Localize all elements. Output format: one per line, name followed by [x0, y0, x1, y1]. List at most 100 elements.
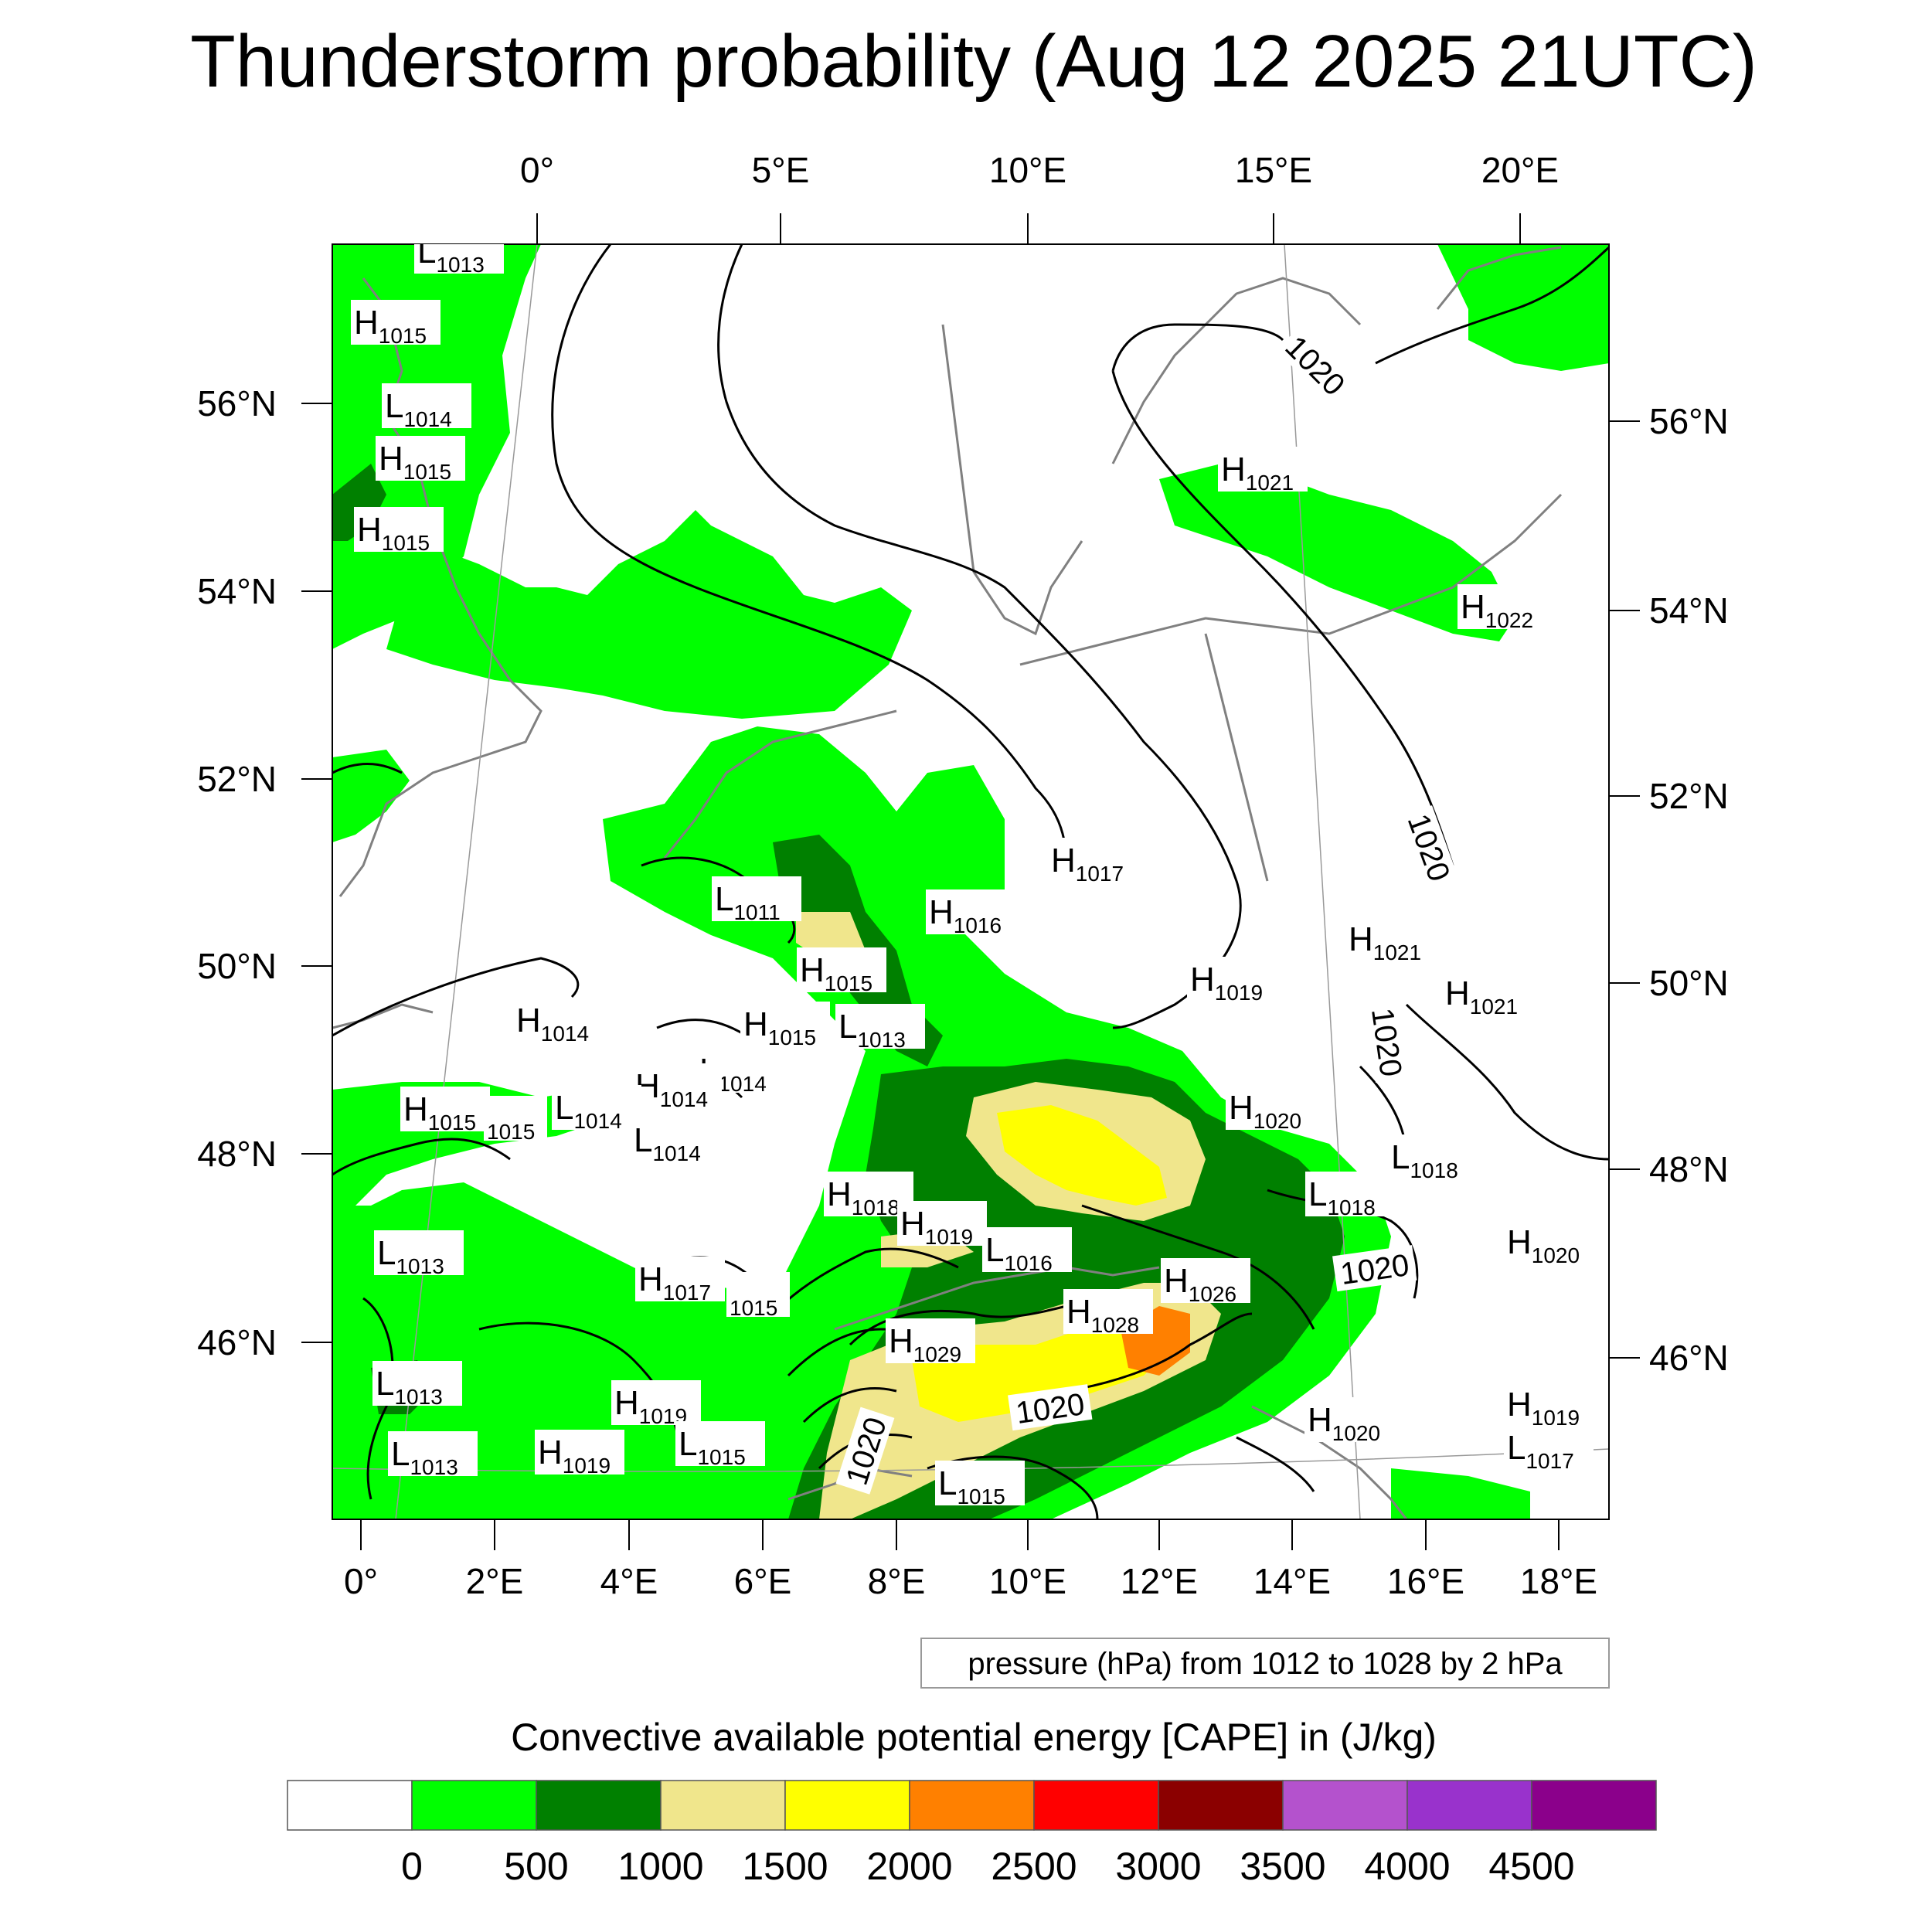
pressure-center-label: H1015: [740, 1002, 830, 1049]
isobar-adriatic: [1236, 1436, 1315, 1492]
coast-finland-gulf: [1436, 246, 1562, 310]
pressure-center-label: H1019: [1187, 957, 1277, 1005]
isobar-east: [1405, 1003, 1609, 1161]
isobar-france-west: [332, 1138, 511, 1176]
svg-text:H1015: H1015: [800, 951, 872, 995]
svg-text:H1015: H1015: [403, 1090, 476, 1134]
pressure-center-label: H1015: [351, 300, 440, 348]
pressure-center-label: H1029: [886, 1318, 975, 1366]
colorbar-label: 3000: [1115, 1845, 1201, 1888]
pressure-center-label: H1020: [1504, 1219, 1594, 1267]
svg-text:L1013: L1013: [377, 1234, 444, 1278]
cape-area-khaki-lux: [796, 912, 866, 958]
cape-area-yellow-north-italy: [912, 1314, 1175, 1422]
isobar-italy-ne: [1066, 1312, 1253, 1393]
pressure-centers: L1013 H1015 L1014 H1015 H1015 H1021 H1022 H1017…: [351, 233, 1594, 1509]
lon-tick-label: 14°E: [1253, 1561, 1331, 1601]
cape-area-northsea-band: [386, 510, 912, 719]
pressure-center-label: L1013: [388, 1431, 478, 1479]
pressure-center-label: L1014: [631, 1117, 720, 1165]
lat-tick-label: 50°N: [1649, 963, 1729, 1003]
pressure-center-label: L1011: [712, 876, 801, 924]
svg-text:L1013: L1013: [391, 1435, 458, 1479]
pressure-center-label: 1015: [726, 1272, 790, 1320]
svg-text:H1022: H1022: [1461, 588, 1533, 632]
lat-tick-label: 46°N: [1649, 1338, 1729, 1378]
colorbar-swatch: [1406, 1780, 1532, 1831]
lon-tick-label: 15°E: [1235, 150, 1312, 190]
svg-text:L1015: L1015: [938, 1464, 1005, 1509]
coast-adriatic: [1251, 1405, 1408, 1519]
isobar-baltic: [1375, 246, 1609, 365]
svg-text:H1020: H1020: [1229, 1089, 1301, 1133]
colorbar-label: 1500: [742, 1845, 828, 1888]
colorbar-title: Convective available potential energy [C…: [511, 1716, 1437, 1759]
isobar-biscay: [362, 1297, 394, 1500]
cape-area-yellow-bavaria: [997, 1105, 1167, 1206]
colorbar-swatch: [660, 1780, 786, 1831]
colorbar-label: 2000: [866, 1845, 952, 1888]
isobar-1020-north: [1111, 323, 1284, 372]
lon-tick-label: 4°E: [600, 1561, 658, 1601]
lat-tick-label: 50°N: [197, 946, 277, 986]
lon-tick-label: 0°: [344, 1561, 378, 1601]
svg-text:1015: 1015: [487, 1120, 535, 1144]
lon-tick-label: 5°E: [752, 150, 810, 190]
svg-text:H1017: H1017: [1051, 842, 1124, 886]
lon-tick-label: 16°E: [1387, 1561, 1464, 1601]
pressure-center-label: L1015: [935, 1461, 1025, 1509]
pressure-center-label: H1015: [797, 947, 886, 995]
pressure-center-label: H1016: [926, 889, 1015, 937]
svg-text:L1013: L1013: [417, 233, 485, 277]
lon-tick-label: 12°E: [1121, 1561, 1198, 1601]
colorbar-label: 0: [401, 1845, 423, 1888]
lat-tick-label: 54°N: [197, 571, 277, 611]
colorbar-swatch: [909, 1780, 1035, 1831]
colorbar-swatch: [287, 1780, 413, 1831]
cape-area-scandinavia-east: [1437, 244, 1609, 371]
right-lat-labels: 56°N 54°N 52°N 50°N 48°N 46°N: [1649, 401, 1729, 1378]
svg-text:L1018: L1018: [1308, 1175, 1376, 1219]
isobar-channel: [332, 957, 580, 1037]
pressure-center-label: H1020: [1304, 1397, 1394, 1445]
pressure-center-label: H1015: [400, 1087, 490, 1134]
svg-text:H1021: H1021: [1349, 920, 1421, 964]
svg-text:H1015: H1015: [357, 511, 430, 555]
lat-tick-label: 46°N: [197, 1322, 277, 1362]
svg-text:H1014: H1014: [516, 1002, 589, 1046]
svg-text:L1013: L1013: [376, 1365, 443, 1409]
lat-tick-label: 48°N: [1649, 1149, 1729, 1189]
contour-info: pressure (hPa) from 1012 to 1028 by 2 hP…: [968, 1647, 1563, 1681]
colorbar-label: 3500: [1240, 1845, 1325, 1888]
pressure-center-label: H1020: [1226, 1085, 1315, 1133]
lon-tick-label: 8°E: [868, 1561, 926, 1601]
pressure-center-label: H1014: [632, 1063, 722, 1111]
lat-tick-label: 56°N: [1649, 401, 1729, 441]
lat-tick-label: 52°N: [197, 759, 277, 799]
pressure-center-label: H1019: [535, 1430, 624, 1478]
colorbar: [287, 1780, 1657, 1831]
isobar-north-sea: [551, 244, 1068, 874]
coast-denmark: [941, 324, 1083, 636]
lon-tick-label: 0°: [520, 150, 554, 190]
pressure-center-label: H1014: [513, 998, 603, 1046]
lon-tick-label: 2°E: [466, 1561, 524, 1601]
svg-text:H1019: H1019: [1190, 961, 1263, 1005]
pressure-center-label: H1017: [635, 1257, 725, 1304]
colorbar-label: 500: [504, 1845, 568, 1888]
coast-baltic-south: [1019, 493, 1563, 666]
pressure-center-label: H1017: [1048, 838, 1138, 886]
isobar-wales: [332, 762, 403, 774]
svg-text:H1015: H1015: [354, 304, 427, 348]
svg-text:H1020: H1020: [1308, 1401, 1380, 1445]
pressure-center-label: L1013: [835, 1004, 925, 1052]
isobar-austria: [1081, 1204, 1315, 1330]
svg-text:1015: 1015: [730, 1296, 777, 1320]
pressure-center-label: L1013: [374, 1230, 464, 1278]
colorbar-label: 4500: [1488, 1845, 1574, 1888]
colorbar-swatch: [784, 1780, 910, 1831]
svg-text:L1017: L1017: [1507, 1429, 1574, 1473]
pressure-center-label: H1015: [376, 436, 465, 484]
lat-tick-label: 54°N: [1649, 590, 1729, 631]
svg-text:H1019: H1019: [614, 1384, 687, 1428]
